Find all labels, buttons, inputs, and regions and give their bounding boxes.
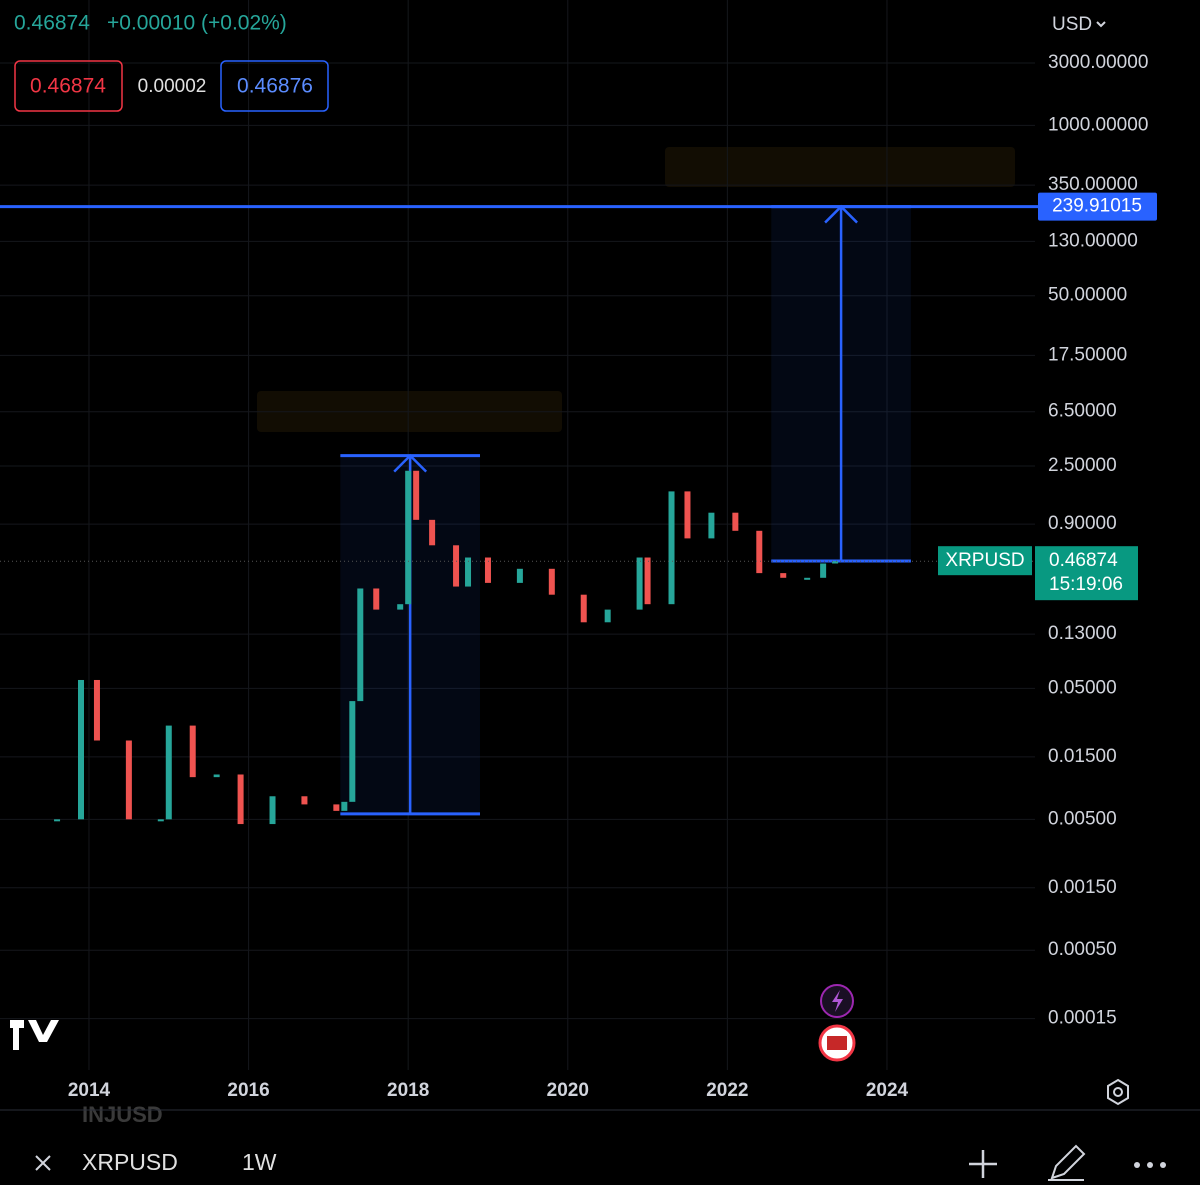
y-tick-label: 17.50000 (1048, 344, 1127, 365)
candle (341, 801, 348, 811)
candle (269, 796, 276, 825)
y-tick-label: 0.00050 (1048, 939, 1117, 960)
y-tick-label: 1000.00000 (1048, 114, 1148, 135)
flag (827, 1036, 847, 1050)
candle (465, 557, 472, 587)
candle (54, 819, 61, 822)
candle (397, 604, 404, 610)
candle (644, 557, 651, 605)
draw-icon[interactable] (1048, 1144, 1086, 1181)
last-price: 0.46874 (14, 12, 90, 35)
symbol-box (938, 546, 1032, 576)
candle (349, 701, 356, 802)
candle (756, 530, 763, 574)
x-tick-label: 2014 (68, 1080, 111, 1101)
candle (373, 588, 380, 610)
candle (405, 470, 412, 605)
bid[interactable]: 0.46874 (30, 75, 106, 98)
candle (301, 796, 308, 805)
candle (636, 557, 643, 610)
y-tick-label: 0.90000 (1048, 513, 1117, 534)
candle (780, 573, 787, 578)
candle (413, 470, 420, 520)
close-icon[interactable] (35, 1155, 51, 1171)
y-tick-label: 50.00000 (1048, 285, 1127, 306)
y-tick-label: 0.00500 (1048, 808, 1117, 829)
level-label-box (1038, 192, 1157, 221)
x-tick-label: 2018 (387, 1080, 429, 1101)
sell-box[interactable] (14, 60, 123, 112)
candle (580, 594, 587, 623)
candle (484, 557, 491, 583)
y-tick-label: 0.00150 (1048, 877, 1117, 898)
candle (189, 725, 196, 778)
candle (93, 679, 100, 741)
countdown: 15:19:06 (1049, 574, 1123, 595)
candle (820, 563, 827, 578)
plot-area (0, 0, 1040, 1070)
candle (684, 491, 691, 539)
candle (237, 774, 244, 825)
y-tick-label: 6.50000 (1048, 401, 1117, 422)
chevron (1096, 21, 1106, 28)
candle (832, 561, 839, 564)
x-tick-label: 2020 (547, 1080, 589, 1101)
price-box (1035, 546, 1138, 601)
candle (668, 491, 675, 605)
y-tick-label: 130.00000 (1048, 230, 1138, 251)
add-icon[interactable] (969, 1150, 997, 1178)
level-label: 239.91015 (1052, 196, 1142, 217)
more-icon[interactable] (1134, 1162, 1166, 1168)
ask[interactable]: 0.46876 (237, 75, 313, 98)
price-label: 0.46874 (1049, 550, 1118, 571)
projection-label-box (665, 147, 1015, 187)
arrow-head (393, 453, 428, 473)
candle (77, 679, 84, 820)
candle (165, 725, 172, 820)
candle (157, 819, 164, 822)
candle (213, 774, 220, 778)
interval[interactable]: 1W (242, 1149, 277, 1175)
candle (125, 740, 132, 820)
overlay-symbol: INJUSD (82, 1102, 163, 1127)
x-tick-label: 2024 (866, 1080, 909, 1101)
candle (429, 519, 436, 546)
y-tick-label: 0.00015 (1048, 1008, 1117, 1029)
candle (548, 568, 555, 595)
candle (708, 512, 715, 539)
symbol[interactable]: XRPUSD (82, 1149, 178, 1175)
currency[interactable]: USD (1052, 14, 1092, 35)
candle (333, 804, 340, 811)
tv-logo (10, 1020, 59, 1050)
spread: 0.00002 (138, 76, 207, 97)
symbol-label: XRPUSD (945, 550, 1024, 571)
candle (732, 512, 739, 531)
settings-dot (1113, 1087, 1123, 1097)
buy-box[interactable] (220, 60, 329, 112)
y-tick-label: 2.50000 (1048, 455, 1117, 476)
candle (804, 577, 811, 580)
x-tick-label: 2022 (706, 1080, 748, 1101)
settings-icon[interactable] (1107, 1078, 1129, 1106)
price-change: +0.00010 (+0.02%) (107, 12, 287, 35)
candle (516, 568, 523, 583)
x-tick-label: 2016 (227, 1080, 269, 1101)
lightning (832, 990, 843, 1012)
y-tick-label: 3000.00000 (1048, 52, 1148, 73)
y-tick-label: 0.05000 (1048, 677, 1117, 698)
y-tick-label: 0.01500 (1048, 746, 1117, 767)
candle (453, 545, 460, 587)
y-tick-label: 0.13000 (1048, 623, 1117, 644)
candle (604, 609, 611, 623)
candle (357, 588, 364, 702)
y-tick-label: 350.00000 (1048, 174, 1138, 195)
